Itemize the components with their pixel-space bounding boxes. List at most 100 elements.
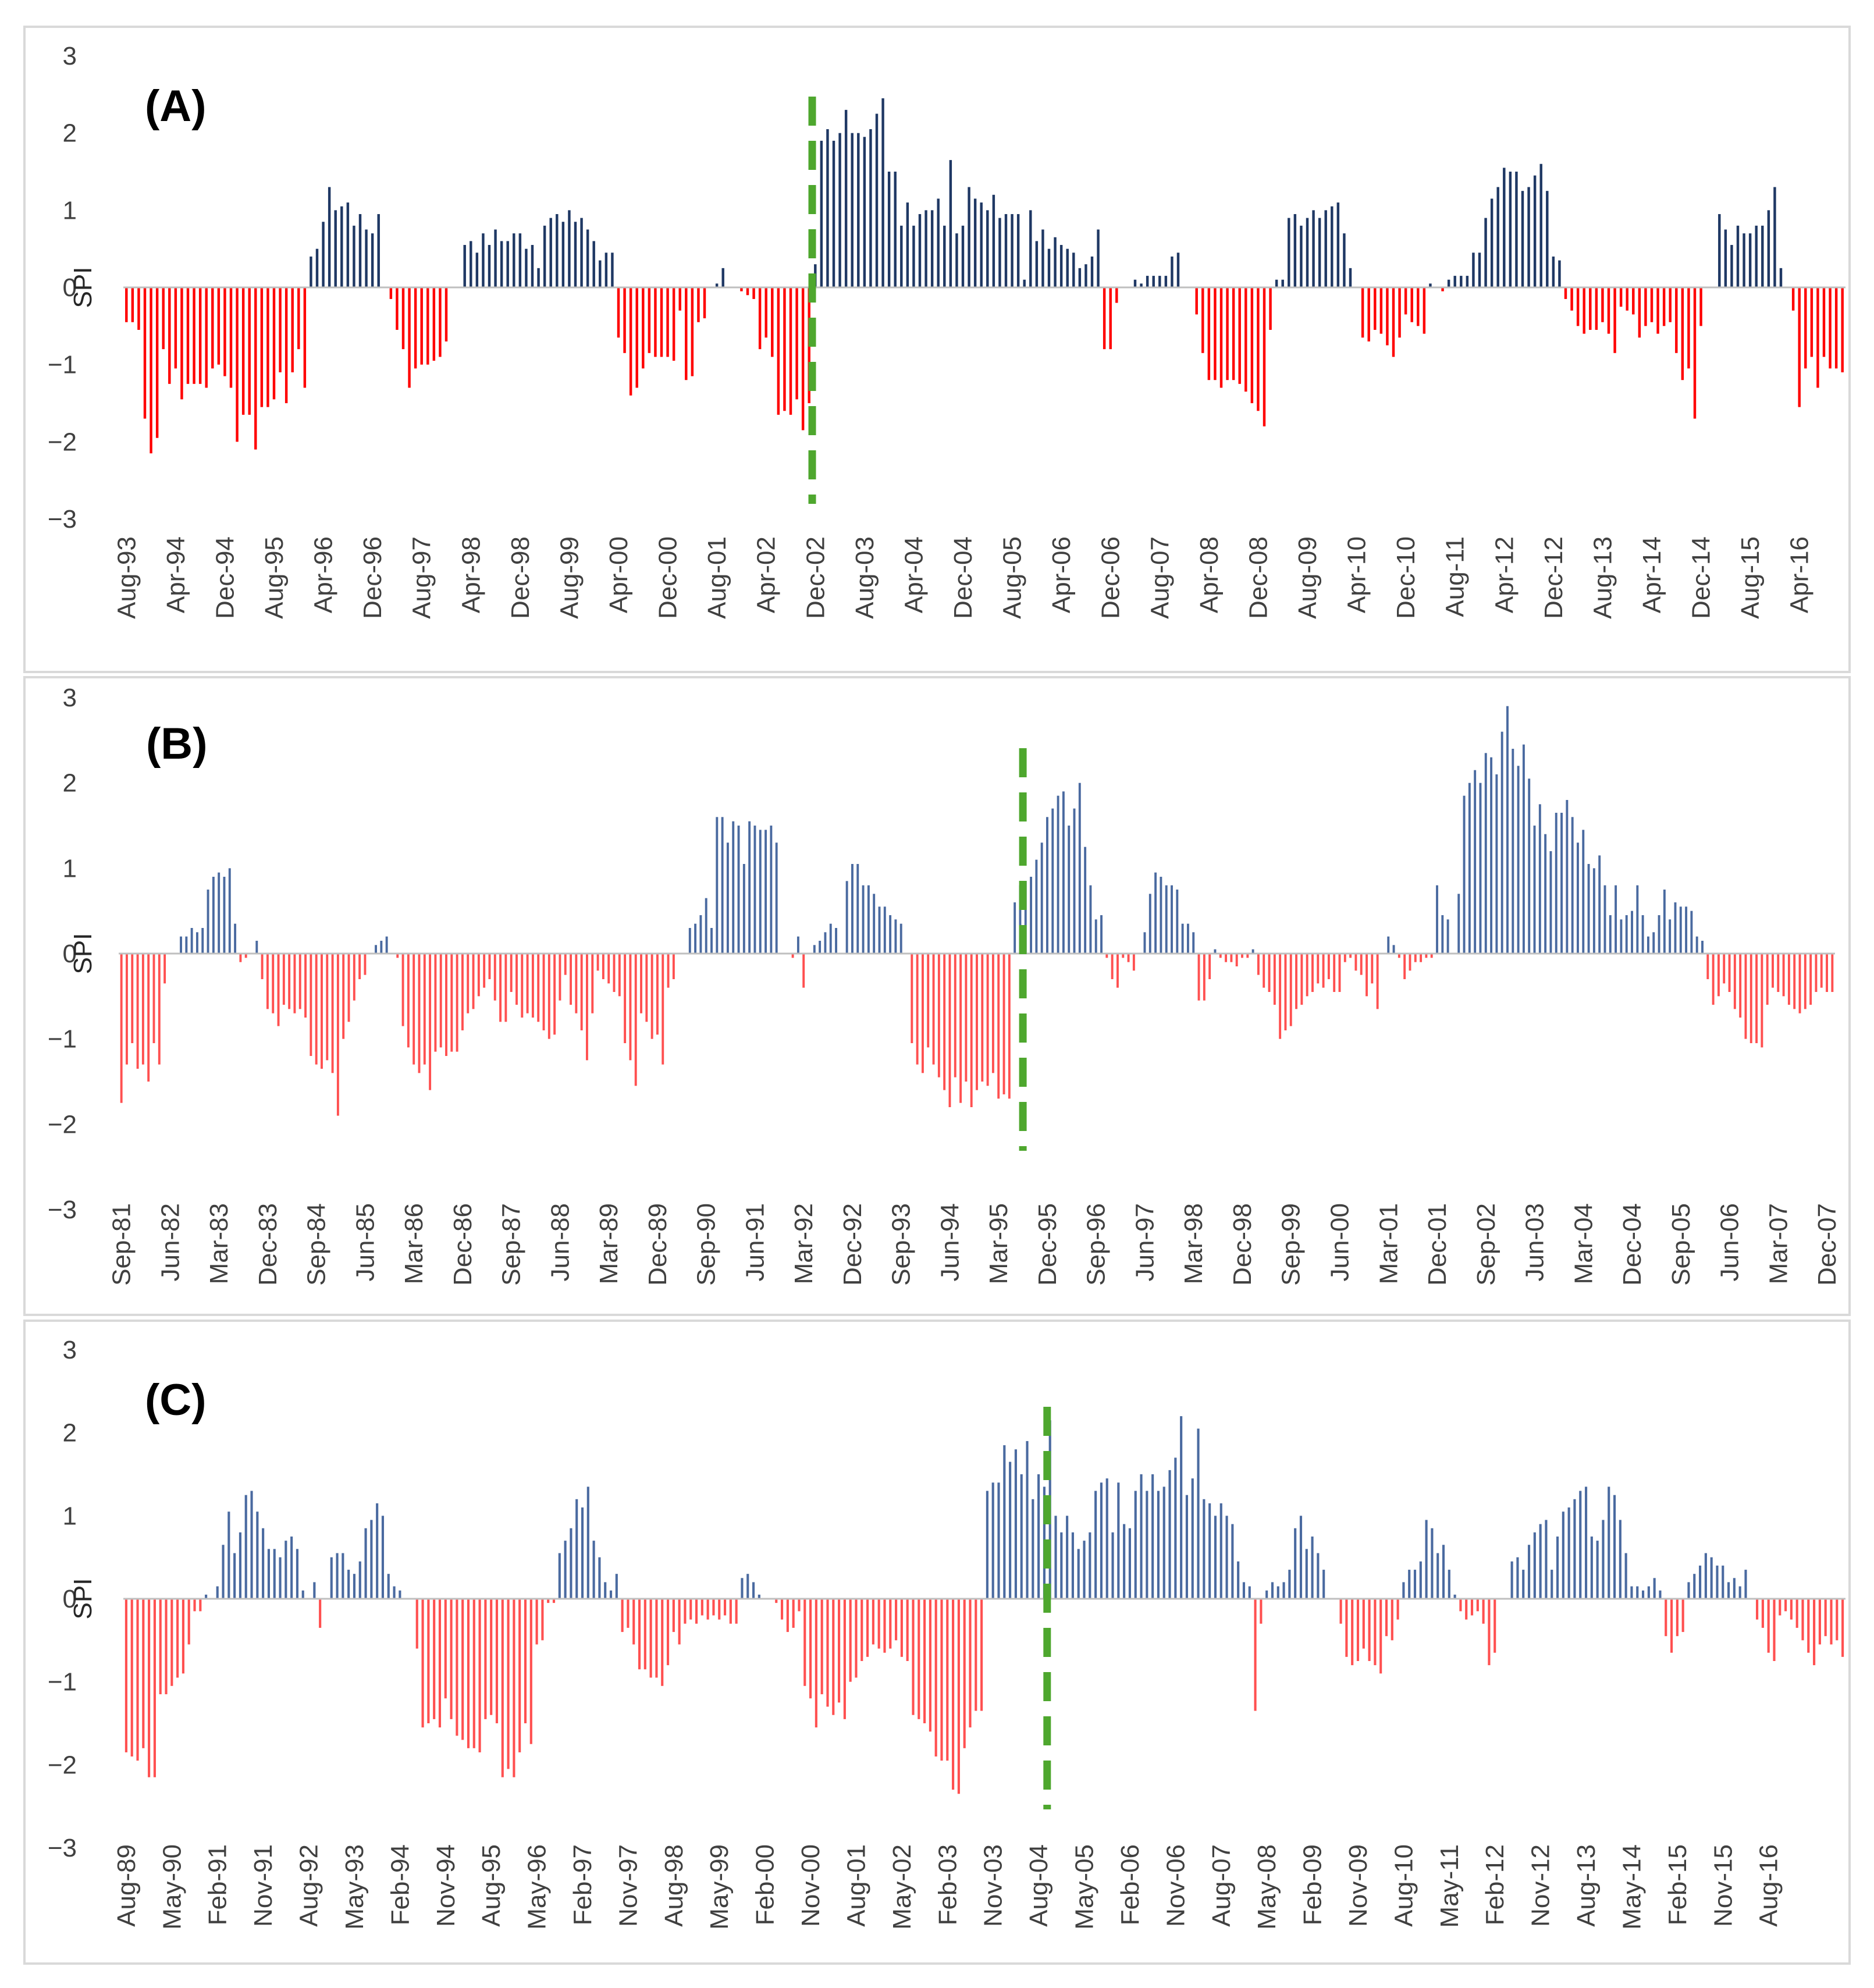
spi-bar (537, 268, 540, 287)
spi-bar (851, 133, 854, 288)
spi-bar (1436, 1553, 1439, 1599)
spi-bar (1576, 287, 1580, 326)
spi-bar (423, 954, 426, 1065)
spi-bar (420, 287, 423, 365)
spi-bar (899, 923, 902, 954)
spi-bar (494, 229, 497, 287)
spi-bar (279, 1557, 282, 1599)
spi-bar (1398, 954, 1400, 958)
spi-bar (239, 954, 242, 962)
spi-bar (1459, 1599, 1462, 1612)
spi-bar (381, 1516, 385, 1599)
spi-bar (186, 287, 190, 384)
spi-bar (1551, 1570, 1553, 1599)
spi-bar (187, 1599, 190, 1645)
spi-bar (666, 1599, 670, 1666)
spi-bar (726, 842, 729, 954)
spi-bar (315, 954, 318, 1065)
spi-bar (581, 1507, 584, 1599)
spi-bar (1214, 1516, 1217, 1599)
spi-bar (1755, 954, 1758, 1043)
spi-bar (1275, 279, 1278, 287)
spi-bar (1699, 1565, 1702, 1599)
x-tick-label: Dec-14 (1687, 536, 1716, 619)
y-tick-label: 1 (63, 1502, 77, 1530)
spi-bar (120, 954, 123, 1103)
spi-bar (645, 954, 648, 1022)
spi-bar (1288, 1570, 1291, 1599)
spi-bar (310, 256, 312, 287)
x-tick-label: Dec-92 (838, 1203, 867, 1286)
spi-bar (380, 941, 383, 954)
x-tick-label: May-93 (340, 1844, 369, 1930)
spi-bar (943, 225, 946, 287)
spi-bar (678, 1599, 681, 1645)
spi-bar (1784, 1599, 1787, 1612)
spi-bar (1160, 877, 1162, 954)
spi-bar (596, 954, 599, 971)
spi-bar (1829, 287, 1832, 369)
spi-bar (970, 954, 973, 1107)
spi-bar (672, 287, 675, 361)
spi-bar (623, 287, 626, 353)
spi-bar (1089, 885, 1092, 954)
spi-bar (389, 287, 393, 299)
spi-bar (1619, 287, 1623, 307)
spi-bar (764, 830, 767, 954)
spi-bar (955, 233, 958, 287)
spi-bar (262, 1528, 265, 1599)
spi-bar (932, 954, 935, 1065)
spi-bar (1250, 287, 1254, 403)
x-tick-label: Nov-15 (1709, 1844, 1737, 1927)
spi-bar (820, 140, 823, 287)
spi-bar (445, 954, 447, 1056)
spi-bar (1029, 210, 1032, 287)
spi-bar (131, 954, 134, 1043)
spi-bar (894, 919, 897, 954)
spi-bar (321, 954, 323, 1069)
spi-bar (875, 113, 879, 287)
spi-bar (1071, 1532, 1074, 1599)
y-tick-label: 0 (63, 940, 77, 968)
spi-bar (753, 826, 756, 954)
x-tick-label: Sep-96 (1082, 1203, 1111, 1286)
spi-bar (975, 1599, 977, 1711)
spi-bar (507, 1599, 510, 1769)
spi-bar (1801, 1599, 1804, 1641)
spi-bar (1398, 287, 1401, 338)
x-tick-label: Feb-00 (751, 1844, 780, 1925)
x-tick-label: Feb-03 (933, 1844, 962, 1925)
spi-bar (456, 1599, 458, 1736)
spi-bar (1083, 1541, 1086, 1599)
x-tick-label: Aug-15 (1736, 536, 1765, 619)
spi-bar (1195, 287, 1198, 315)
spi-bar (981, 954, 984, 1082)
x-tick-label: May-11 (1435, 1844, 1464, 1927)
spi-bar (889, 915, 892, 954)
spi-bar (997, 1482, 1000, 1599)
spi-bar (1293, 214, 1297, 287)
spi-bar (493, 954, 496, 1001)
x-tick-label: Apr-02 (752, 536, 781, 613)
y-tick-label: 0 (63, 1585, 77, 1613)
spi-bar (1767, 1599, 1770, 1653)
x-tick-label: Sep-84 (303, 1203, 331, 1286)
spi-bar (1197, 954, 1200, 1001)
chart-b-svg: 3 2 1 0 −1 −2 −3 SPI (B) Sep-81 Jun-82 Mar-83 Dec-83… (48, 684, 1841, 1286)
spi-bar (1533, 826, 1536, 954)
spi-bar (1174, 1457, 1177, 1599)
spi-bar (900, 1599, 903, 1657)
spi-bar (445, 287, 448, 342)
spi-bar (1693, 1574, 1696, 1599)
spi-bar (1140, 1474, 1143, 1599)
spi-bar (1566, 800, 1569, 954)
spi-bar (826, 129, 829, 287)
spi-bar (1562, 1512, 1564, 1599)
spi-bar (433, 1599, 436, 1719)
spi-bar (1641, 1590, 1645, 1599)
spi-bar (1515, 172, 1518, 287)
spi-bar (1408, 1570, 1411, 1599)
spi-bar (1295, 954, 1298, 1009)
spi-bar (1105, 1478, 1108, 1599)
spi-bar (1723, 954, 1726, 984)
